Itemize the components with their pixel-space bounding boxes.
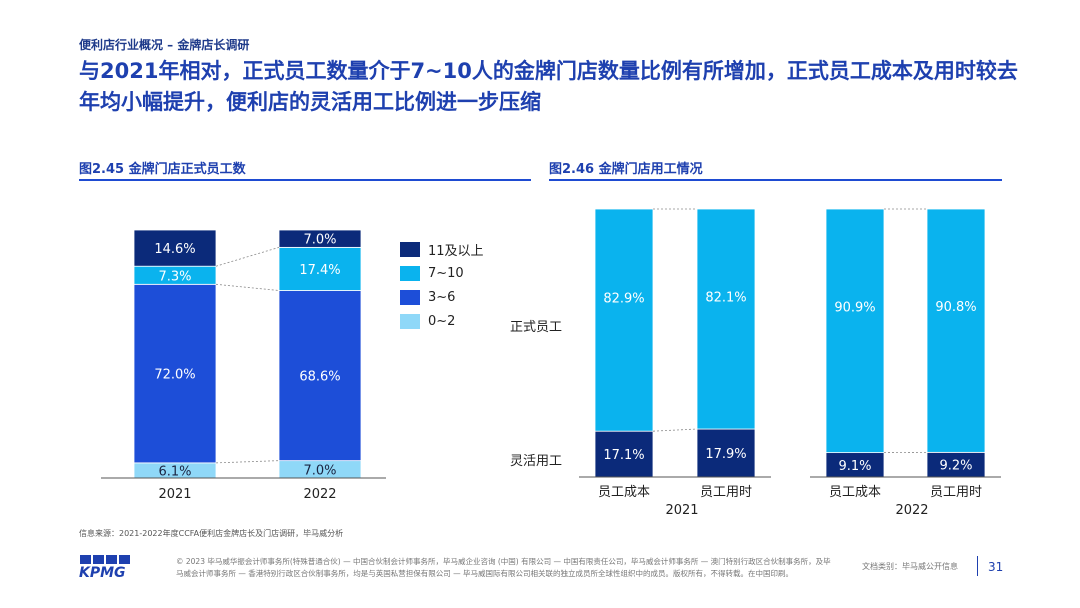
x-tick-label: 员工用时 (700, 485, 752, 500)
data-label: 90.8% (935, 300, 976, 315)
data-label: 9.2% (939, 459, 972, 474)
legend-swatch (400, 313, 420, 329)
footer-separator (977, 556, 978, 576)
connector-line (215, 283, 280, 291)
figure2-rule (549, 179, 1002, 181)
data-label: 82.1% (705, 290, 746, 305)
bar-segment-11及以上-2021 (133, 229, 217, 267)
legend-item: 11及以上 (400, 237, 484, 261)
data-label: 72.0% (154, 368, 195, 383)
legend-item: 7~10 (400, 261, 484, 285)
logo-text: KPMG (79, 565, 126, 580)
legend-swatch (400, 289, 420, 305)
data-label: 17.4% (299, 263, 340, 278)
data-label: 17.9% (705, 447, 746, 462)
connector-line (652, 428, 698, 432)
x-tick-label: 2021 (158, 487, 191, 502)
legend-label: 7~10 (428, 265, 464, 281)
bar-segment-正式员工 (594, 208, 654, 432)
breadcrumb: 便利店行业概况 – 金牌店长调研 (79, 38, 250, 52)
x-tick-label: 员工成本 (829, 485, 881, 500)
data-label: 14.6% (154, 242, 195, 257)
source-note: 信息来源：2021-2022年度CCFA便利店金牌店长及门店调研，毕马威分析 (79, 529, 344, 538)
data-label: 17.1% (603, 448, 644, 463)
connector-line (215, 460, 280, 464)
copyright-note: © 2023 毕马威华振会计师事务所(特殊普通合伙) — 中国合伙制会计师事务所… (176, 557, 831, 578)
group-label: 2022 (895, 503, 928, 518)
figure1-title: 图2.45 金牌门店正式员工数 (79, 162, 246, 177)
bar-segment-灵活用工 (825, 452, 885, 478)
x-tick-label: 员工用时 (930, 485, 982, 500)
data-label: 9.1% (838, 459, 871, 474)
x-tick-label: 2022 (303, 487, 336, 502)
document-classification: 文档类别：毕马威公开信息 (862, 562, 958, 571)
bar-segment-3~6-2022 (278, 290, 362, 462)
data-label: 82.9% (603, 291, 644, 306)
data-label: 90.9% (834, 300, 875, 315)
series-label: 灵活用工 (510, 454, 562, 469)
bar-segment-正式员工 (696, 208, 756, 430)
figure1-rule (79, 179, 531, 181)
bar-segment-灵活用工 (696, 428, 756, 478)
data-label: 7.0% (303, 463, 336, 478)
data-label: 7.3% (158, 269, 191, 284)
bar-segment-正式员工 (825, 208, 885, 454)
bar-segment-灵活用工 (926, 451, 986, 478)
bar-segment-11及以上-2022 (278, 229, 362, 248)
legend-label: 3~6 (428, 289, 456, 305)
page-number: 31 (988, 560, 1004, 574)
legend-label: 0~2 (428, 313, 456, 329)
legend-item: 0~2 (400, 309, 484, 333)
legend-swatch (400, 265, 420, 281)
data-label: 7.0% (303, 233, 336, 248)
data-label: 6.1% (158, 464, 191, 479)
figure2-title: 图2.46 金牌门店用工情况 (549, 162, 703, 177)
legend-label: 11及以上 (428, 243, 484, 259)
data-label: 68.6% (299, 370, 340, 385)
bar-segment-7~10-2022 (278, 246, 362, 291)
legend-swatch (400, 241, 420, 257)
bar-segment-正式员工 (926, 208, 986, 453)
x-tick-label: 员工成本 (598, 485, 650, 500)
bar-segment-3~6-2021 (133, 283, 217, 464)
connector-line (215, 246, 280, 267)
series-label: 正式员工 (510, 320, 562, 335)
chart1-legend: 11及以上 7~10 3~6 0~2 (400, 237, 484, 333)
page-title: 与2021年相对，正式员工数量介于7~10人的金牌门店数量比例有所增加，正式员工… (79, 59, 1018, 114)
group-label: 2021 (665, 503, 698, 518)
kpmg-logo: KPMG (79, 555, 130, 580)
legend-item: 3~6 (400, 285, 484, 309)
